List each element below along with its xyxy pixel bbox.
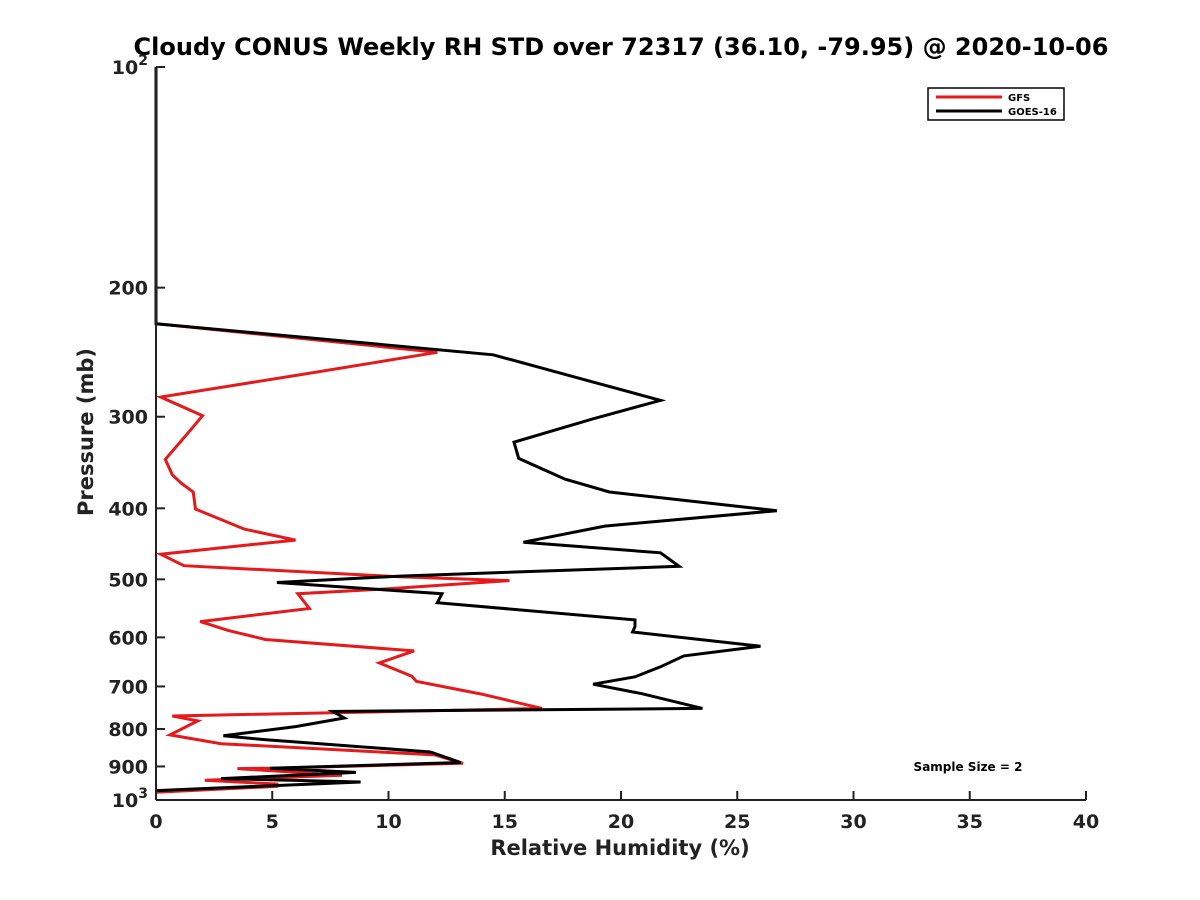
chart-title: Cloudy CONUS Weekly RH STD over 72317 (3… <box>134 33 1109 61</box>
y-tick-label: 300 <box>108 407 148 429</box>
axes: 0 5 10 15 20 25 30 35 40 102 200 300 400 500 600 700 800… <box>108 53 1099 833</box>
y-tick-label: 900 <box>108 756 148 778</box>
y-tick-label: 800 <box>108 719 148 741</box>
x-tick-label: 20 <box>608 811 634 833</box>
x-tick-label: 10 <box>375 811 401 833</box>
series-line-1 <box>154 67 543 794</box>
sample-size-annotation: Sample Size = 2 <box>914 760 1023 774</box>
x-tick-label: 35 <box>957 811 983 833</box>
y-tick-label: 600 <box>108 627 148 649</box>
legend: GFS GOES-16 <box>927 87 1065 121</box>
legend-label-2: GOES-16 <box>1008 107 1057 118</box>
series-group <box>154 67 777 794</box>
y-tick-label: 500 <box>108 569 148 591</box>
y-tick-label: 103 <box>112 786 148 812</box>
x-tick-label: 5 <box>266 811 279 833</box>
x-tick-label: 25 <box>724 811 750 833</box>
x-axis-label: Relative Humidity (%) <box>490 836 749 860</box>
x-tick-label: 40 <box>1073 811 1099 833</box>
legend-label-1: GFS <box>1008 93 1030 104</box>
series-line-2 <box>154 67 777 793</box>
x-tick-label: 15 <box>492 811 518 833</box>
y-tick-label: 200 <box>108 278 148 300</box>
y-axis-label: Pressure (mb) <box>74 348 98 516</box>
y-tick-label: 102 <box>112 53 148 79</box>
x-tick-label: 30 <box>840 811 866 833</box>
x-tick-label: 0 <box>149 811 162 833</box>
y-tick-label: 700 <box>108 676 148 698</box>
y-tick-label: 400 <box>108 498 148 520</box>
legend-box <box>927 87 1065 121</box>
